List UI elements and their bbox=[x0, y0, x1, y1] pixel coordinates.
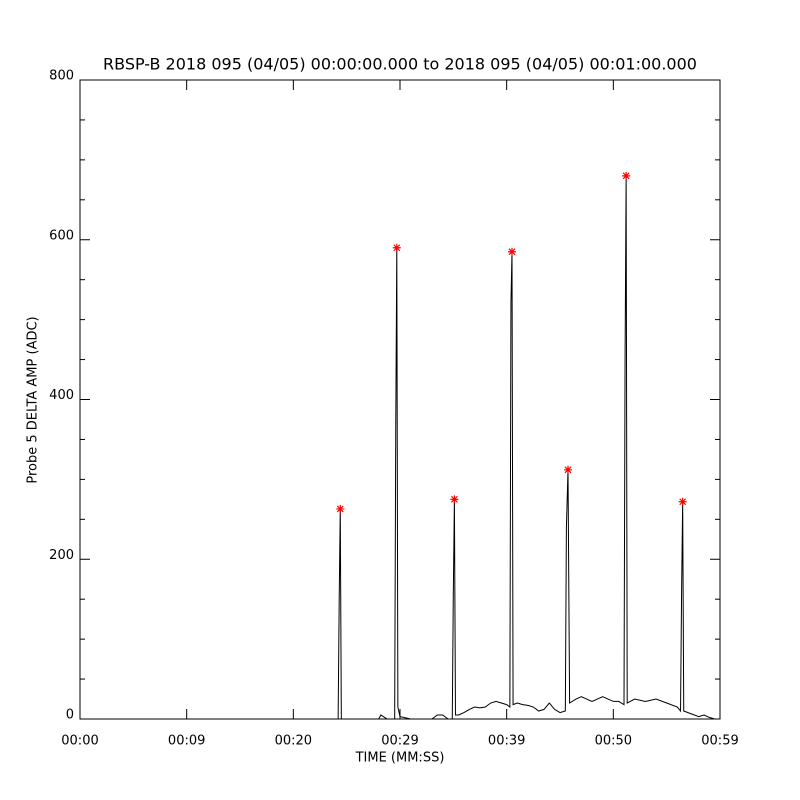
peak-marker bbox=[336, 504, 345, 513]
peak-marker bbox=[392, 243, 401, 252]
y-axis-label: Probe 5 DELTA AMP (ADC) bbox=[26, 316, 41, 483]
y-tick-label: 600 bbox=[49, 228, 74, 243]
x-tick-label: 00:50 bbox=[595, 734, 632, 749]
chart-title: RBSP-B 2018 095 (04/05) 00:00:00.000 to … bbox=[103, 55, 697, 74]
peak-marker bbox=[678, 497, 687, 506]
peak-marker bbox=[450, 495, 459, 504]
y-tick-label: 800 bbox=[49, 69, 74, 84]
peak-marker bbox=[622, 171, 631, 180]
peak-marker bbox=[564, 465, 572, 474]
x-tick-label: 00:29 bbox=[381, 734, 418, 749]
x-tick-label: 00:00 bbox=[61, 734, 98, 749]
y-tick-label: 400 bbox=[49, 388, 74, 403]
x-tick-label: 00:59 bbox=[701, 734, 738, 749]
x-tick-label: 00:39 bbox=[488, 734, 525, 749]
data-line bbox=[80, 175, 720, 720]
peak-marker bbox=[508, 247, 516, 256]
y-tick-label: 200 bbox=[49, 548, 74, 563]
x-tick-label: 00:20 bbox=[275, 734, 312, 749]
x-tick-label: 00:09 bbox=[168, 734, 205, 749]
y-tick-label: 0 bbox=[66, 708, 74, 723]
x-axis-label: TIME (MM:SS) bbox=[355, 751, 445, 766]
